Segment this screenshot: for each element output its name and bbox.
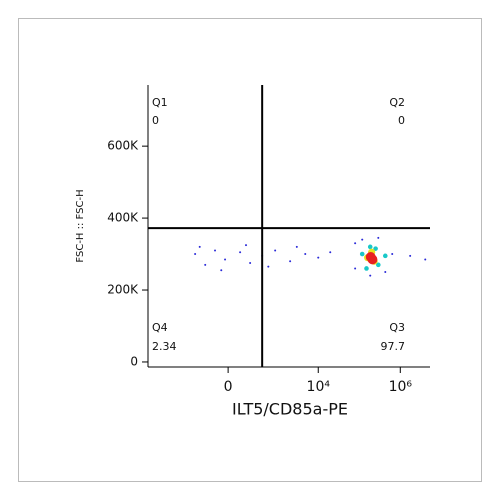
point — [354, 242, 357, 245]
x-tick-label: 10⁴ — [307, 379, 331, 395]
quadrant-value: 97.7 — [381, 340, 406, 353]
x-tick-label: 0 — [224, 379, 233, 395]
point — [373, 246, 378, 251]
point — [364, 266, 369, 271]
point — [267, 265, 270, 268]
y-axis-label: FSC-H :: FSC-H — [75, 189, 86, 262]
point — [224, 258, 227, 261]
point — [295, 245, 298, 248]
point — [424, 258, 427, 261]
point — [391, 253, 394, 256]
quadrant-value: 0 — [398, 114, 405, 127]
point — [289, 260, 292, 263]
x-tick-label: 10⁶ — [389, 379, 413, 395]
point — [245, 244, 248, 247]
point — [329, 251, 332, 254]
quadrant-value: 2.34 — [152, 340, 177, 353]
point — [377, 236, 380, 239]
point — [367, 254, 378, 265]
point — [198, 245, 201, 248]
point — [317, 256, 320, 259]
y-tick-label: 400K — [107, 211, 139, 225]
point — [220, 269, 223, 272]
point — [274, 249, 277, 252]
point — [249, 262, 252, 265]
point — [384, 271, 387, 274]
point — [214, 249, 217, 252]
point — [304, 253, 307, 256]
point — [359, 251, 365, 257]
frame — [18, 18, 482, 482]
point — [382, 253, 388, 259]
point — [194, 253, 197, 256]
quadrant-name: Q3 — [389, 321, 405, 334]
point — [369, 274, 372, 277]
quadrant-name: Q1 — [152, 96, 168, 109]
point — [409, 254, 412, 257]
x-axis-label: ILT5/CD85a-PE — [232, 400, 348, 419]
y-tick-label: 200K — [107, 283, 139, 297]
quadrant-value: 0 — [152, 114, 159, 127]
y-tick-label: 0 — [130, 354, 138, 368]
y-tick-label: 600K — [107, 139, 139, 153]
point — [239, 251, 242, 254]
point — [354, 267, 357, 270]
point — [367, 244, 373, 250]
point — [361, 238, 364, 241]
point — [204, 263, 207, 266]
quadrant-name: Q4 — [152, 321, 168, 334]
quadrant-name: Q2 — [389, 96, 405, 109]
point — [375, 262, 381, 268]
